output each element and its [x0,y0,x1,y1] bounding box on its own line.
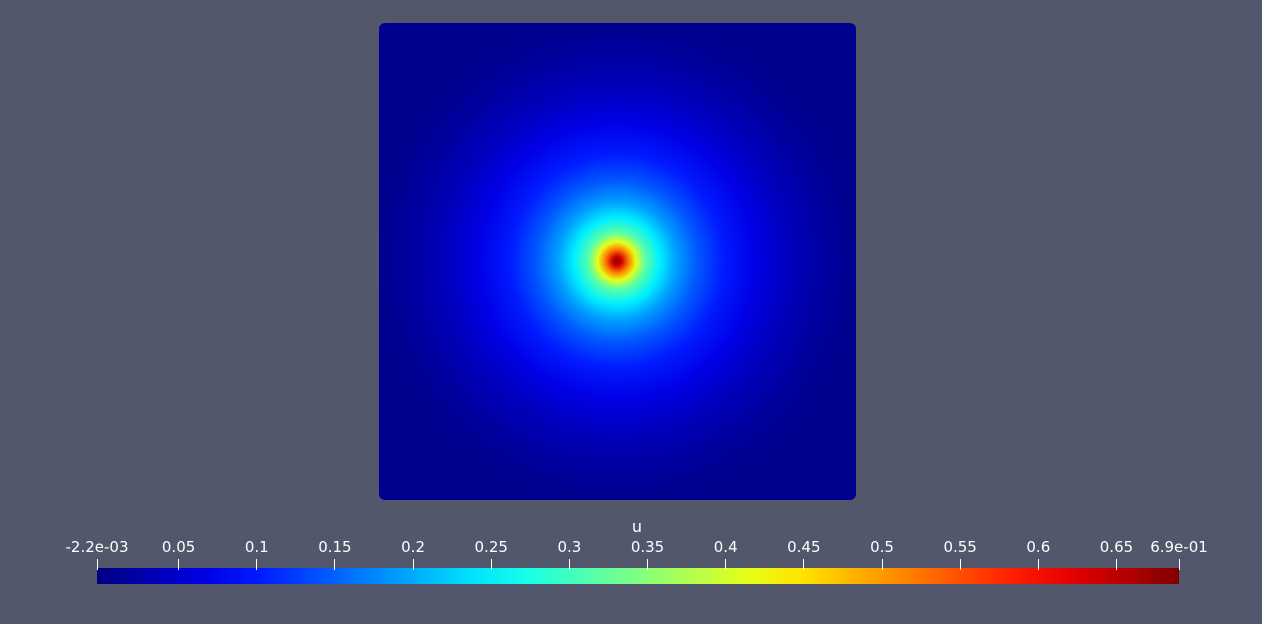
colorbar-tick-mark [1038,559,1039,570]
colorbar-tick-label: -2.2e-03 [65,538,129,556]
colorbar-tick-mark [882,559,883,570]
colorbar-tick-label: 0.1 [244,538,269,556]
colorbar-tick-label: 0.65 [1099,538,1134,556]
colorbar-tick-label: 0.2 [401,538,425,556]
colorbar-tick-label: 0.05 [161,538,196,556]
field-square [379,23,856,500]
colorbar-tick-mark [569,559,570,570]
colorbar-tick-mark [1179,559,1180,570]
colorbar-tick-label: 6.9e-01 [1150,538,1208,556]
colorbar-tick-label: 0.3 [557,538,582,556]
colorbar-tick-mark [960,559,961,570]
colorbar-tick-label: 0.55 [943,538,977,556]
colorbar-tick-mark [647,559,648,570]
colorbar-tick-label: 0.4 [713,538,738,556]
colorbar-tick-label: 0.45 [787,538,821,556]
colorbar-tick-label: 0.6 [1026,538,1051,556]
colorbar-tick-mark [97,559,98,570]
colorbar-tick-mark [334,559,335,570]
colorbar [97,568,1179,584]
colorbar-title: u [631,517,643,536]
colorbar-tick-mark [413,559,414,570]
colorbar-tick-mark [491,559,492,570]
colorbar-tick-label: 0.25 [474,538,508,556]
scalar-field-plot[interactable] [379,23,856,500]
colorbar-tick-label: 0.15 [318,538,352,556]
field-svg [379,23,856,500]
colorbar-tick-mark [178,559,179,570]
colorbar-tick-label: 0.35 [630,538,665,556]
colorbar-tick-mark [256,559,257,570]
colorbar-tick-mark [1116,559,1117,570]
colorbar-tick-mark [725,559,726,570]
colorbar-tick-mark [803,559,804,570]
colorbar-tick-label: 0.5 [870,538,894,556]
colorbar-gradient [97,568,1179,584]
